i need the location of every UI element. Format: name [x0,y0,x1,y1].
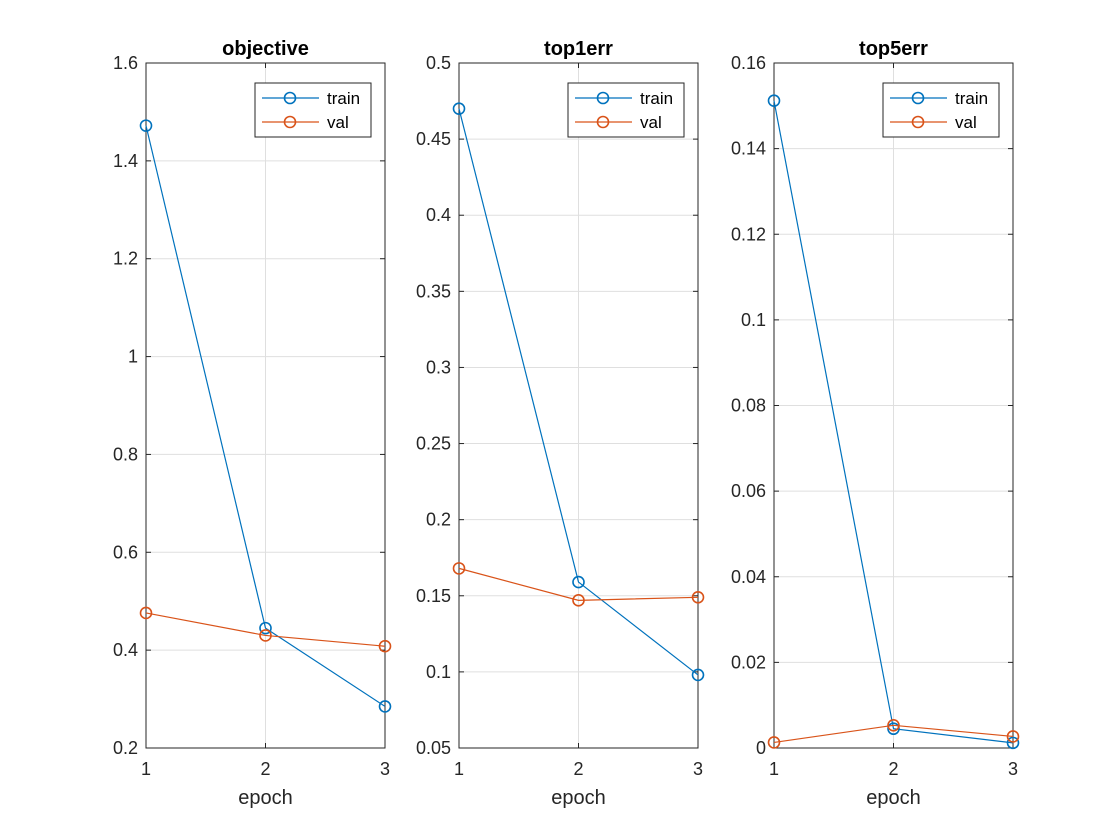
series-line-train [145,125,386,707]
y-tick-label: 0.2 [426,510,451,530]
y-tick-label: 0.04 [731,567,766,587]
legend-marker-train [911,91,925,105]
subplot-top1err: 0.05 0.1 0.15 0.2 0.25 0.3 0.35 0.4 0.45 0.5 1 2 3 ep… [416,38,705,809]
y-tick-label: 0 [756,738,766,758]
legend-box [567,82,685,138]
x-tick-label: 2 [573,759,583,779]
data-point-train [691,668,705,682]
legend-marker-val [911,115,925,129]
legend-box [254,82,372,138]
series-line-train [458,108,699,676]
y-tick-label: 0.4 [426,205,451,225]
x-tick-label: 1 [141,759,151,779]
legend: train val [254,82,372,138]
x-tick-label: 2 [888,759,898,779]
x-tick-label: 3 [1008,759,1018,779]
data-point-val [767,736,781,749]
subplot-objective: 0.2 0.4 0.6 0.8 1 1.2 1.4 1.6 1 2 3 epoch objective t… [113,38,392,809]
x-tick-label: 3 [380,759,390,779]
data-point-train [452,102,466,115]
y-tick-label: 1.6 [113,53,138,73]
subplot-top5err: 0 0.02 0.04 0.06 0.08 0.1 0.12 0.14 0.16 1 2 3 epoch… [731,38,1020,809]
x-axis-label: epoch [238,787,293,809]
data-point-val [887,719,900,732]
y-tick-label: 0.15 [416,586,451,606]
y-tick-label: 0.5 [426,53,451,73]
y-tick-label: 0.35 [416,281,451,301]
y-tick-label: 0.1 [741,310,766,330]
data-point-train [378,700,392,713]
legend-box [882,82,1000,138]
legend: train val [567,82,685,138]
data-point-train [139,119,153,132]
legend-label-train: train [955,89,988,108]
y-tick-label: 0.2 [113,738,138,758]
plot-title: top5err [859,38,928,60]
y-tick-label: 0.45 [416,129,451,149]
y-tick-label: 0.08 [731,396,766,416]
data-point-train [259,621,272,635]
x-axis-label: epoch [551,787,606,809]
y-tick-label: 1.2 [113,249,138,269]
y-tick-label: 0.8 [113,444,138,464]
data-point-val [378,639,392,653]
y-tick-label: 0.25 [416,434,451,454]
legend-label-val: val [640,113,662,132]
x-tick-label: 1 [769,759,779,779]
y-tick-label: 1.4 [113,151,138,171]
x-axis-label: epoch [866,787,921,809]
y-tick-label: 0.6 [113,542,138,562]
y-tick-label: 0.1 [426,662,451,682]
data-point-train [1006,736,1020,750]
data-point-val [1006,730,1020,743]
data-point-val [452,562,466,575]
legend: train val [882,82,1000,138]
y-tick-label: 1 [128,347,138,367]
plot-title: top1err [544,38,613,60]
legend-marker-train [283,91,297,105]
y-tick-label: 0.3 [426,357,451,377]
y-tick-label: 0.16 [731,53,766,73]
legend-marker-val [596,115,610,129]
y-tick-label: 0.14 [731,139,766,159]
plot-title: objective [222,38,309,60]
series-line-val [145,612,386,647]
series-line-val [773,724,1014,744]
data-point-train [887,722,900,736]
x-tick-label: 3 [693,759,703,779]
y-tick-label: 0.12 [731,224,766,244]
y-tick-label: 0.05 [416,738,451,758]
legend-label-val: val [955,113,977,132]
legend-marker-val [283,115,297,129]
data-point-val [259,629,272,642]
data-point-train [767,94,781,107]
series-line-val [458,567,699,601]
legend-label-train: train [640,89,673,108]
y-tick-label: 0.02 [731,652,766,672]
y-tick-label: 0.4 [113,640,138,660]
data-point-train [572,575,585,589]
y-tick-label: 0.06 [731,481,766,501]
data-point-val [691,590,705,604]
data-point-val [139,606,153,620]
series-line-train [773,100,1014,744]
legend-label-val: val [327,113,349,132]
legend-marker-train [596,91,610,105]
x-tick-label: 1 [454,759,464,779]
legend-label-train: train [327,89,360,108]
data-point-val [572,594,585,607]
x-tick-label: 2 [260,759,270,779]
